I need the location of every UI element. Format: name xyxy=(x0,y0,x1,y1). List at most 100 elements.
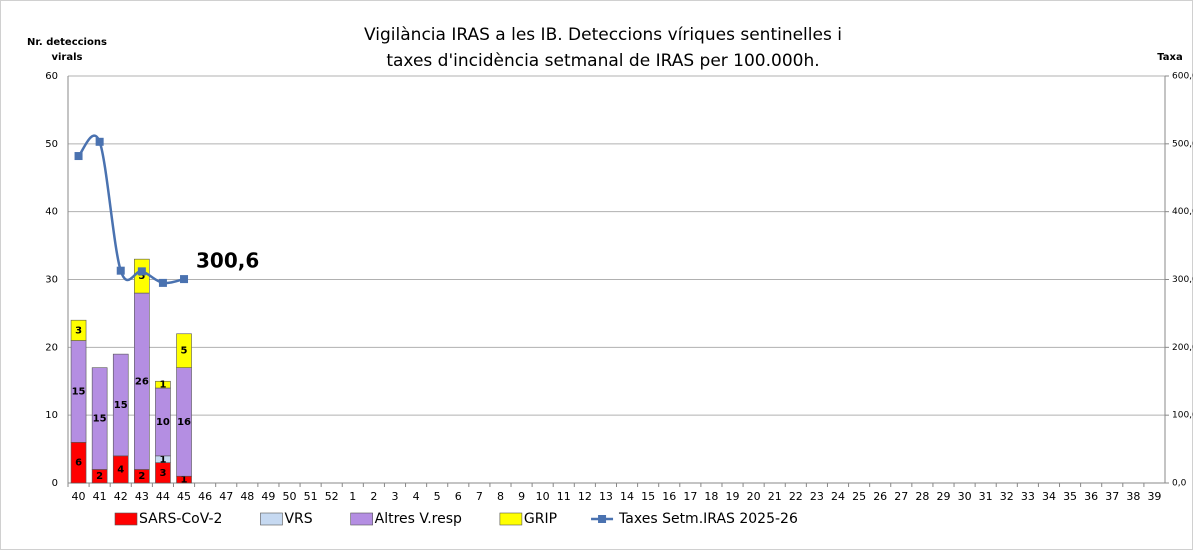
x-tick-label: 34 xyxy=(1042,490,1056,503)
x-tick-label: 15 xyxy=(641,490,655,503)
bar-segment xyxy=(176,333,192,368)
legend-swatch xyxy=(598,515,607,523)
data-label: 1 xyxy=(181,475,188,486)
legend-label: Taxes Setm.IRAS 2025-26 xyxy=(618,511,798,527)
x-tick-label: 12 xyxy=(578,490,592,503)
x-tick-label: 38 xyxy=(1126,490,1140,503)
data-label: 3 xyxy=(75,325,82,336)
x-tick-label: 50 xyxy=(283,490,297,503)
data-label: 1 xyxy=(159,380,166,391)
x-tick-label: 1 xyxy=(349,490,356,503)
x-tick-label: 41 xyxy=(93,490,107,503)
x-tick-label: 52 xyxy=(325,490,339,503)
line-marker xyxy=(137,267,146,276)
legend-label: SARS-CoV-2 xyxy=(139,511,222,527)
x-tick-label: 45 xyxy=(177,490,191,503)
legend-swatch xyxy=(499,512,523,526)
x-tick-label: 39 xyxy=(1147,490,1161,503)
x-tick-label: 27 xyxy=(894,490,908,503)
y-tick-label: 20 xyxy=(45,342,58,353)
x-tick-label: 44 xyxy=(156,490,170,503)
line-marker xyxy=(95,137,104,146)
x-tick-label: 47 xyxy=(219,490,233,503)
legend-swatch xyxy=(350,512,373,526)
legend-swatch xyxy=(260,512,283,526)
y2-tick-label: 0,0 xyxy=(1172,479,1187,489)
data-label: 10 xyxy=(156,417,170,428)
data-label: 2 xyxy=(96,471,103,482)
y-axis-title: virals xyxy=(51,52,82,63)
x-tick-label: 22 xyxy=(789,490,803,503)
line-marker xyxy=(74,152,83,161)
x-tick-label: 26 xyxy=(873,490,887,503)
x-tick-label: 24 xyxy=(831,490,845,503)
x-tick-label: 2 xyxy=(370,490,377,503)
data-label: 26 xyxy=(135,376,149,387)
x-tick-label: 46 xyxy=(198,490,212,503)
x-tick-label: 29 xyxy=(936,490,950,503)
data-label: 5 xyxy=(181,346,188,357)
bar-segment xyxy=(112,353,129,457)
line-marker xyxy=(158,278,167,287)
x-tick-label: 5 xyxy=(434,490,441,503)
y2-tick-label: 200,0 xyxy=(1172,343,1193,353)
y2-tick-label: 500,0 xyxy=(1172,139,1193,149)
x-tick-label: 13 xyxy=(599,490,613,503)
data-label: 16 xyxy=(177,417,191,428)
bar-segment xyxy=(91,367,108,470)
data-label: 5 xyxy=(138,271,145,282)
x-tick-label: 35 xyxy=(1063,490,1077,503)
legend-label: VRS xyxy=(284,511,312,527)
legend-label: Altres V.resp xyxy=(375,511,462,527)
line-marker xyxy=(180,275,189,284)
line-marker xyxy=(116,266,125,275)
data-label: 1 xyxy=(159,454,166,465)
y-axis-title: Nr. deteccions xyxy=(27,37,107,48)
x-tick-label: 25 xyxy=(852,490,866,503)
x-tick-label: 11 xyxy=(557,490,571,503)
y2-tick-label: 400,0 xyxy=(1172,207,1193,217)
x-tick-label: 37 xyxy=(1105,490,1119,503)
x-tick-label: 14 xyxy=(620,490,634,503)
x-tick-label: 8 xyxy=(497,490,504,503)
x-tick-label: 19 xyxy=(726,490,740,503)
y-tick-label: 10 xyxy=(45,410,58,421)
data-label: 6 xyxy=(75,458,82,469)
x-tick-label: 30 xyxy=(958,490,972,503)
bar-segment xyxy=(155,380,171,389)
data-label: 300,6 xyxy=(196,249,259,273)
x-tick-label: 17 xyxy=(683,490,697,503)
bar-segment xyxy=(70,319,87,341)
y-tick-label: 30 xyxy=(45,275,58,286)
x-tick-label: 3 xyxy=(391,490,398,503)
data-label: 2 xyxy=(138,471,145,482)
y-tick-label: 60 xyxy=(45,71,58,82)
chart-title: Vigilància IRAS a les IB. Deteccions vír… xyxy=(364,25,842,45)
x-tick-label: 42 xyxy=(114,490,128,503)
x-tick-label: 7 xyxy=(476,490,483,503)
x-tick-label: 20 xyxy=(747,490,761,503)
chart-title: taxes d'incidència setmanal de IRAS per … xyxy=(386,51,819,71)
data-label: 3 xyxy=(159,468,166,479)
x-tick-label: 51 xyxy=(304,490,318,503)
y-tick-label: 50 xyxy=(45,139,58,150)
data-label: 15 xyxy=(72,386,86,397)
x-tick-label: 16 xyxy=(662,490,676,503)
x-tick-label: 33 xyxy=(1021,490,1035,503)
y2-axis-title: Taxa xyxy=(1157,52,1182,63)
data-label: 15 xyxy=(114,400,128,411)
legend-label: GRIP xyxy=(524,511,557,527)
x-tick-label: 23 xyxy=(810,490,824,503)
y-tick-label: 40 xyxy=(45,207,58,218)
x-tick-label: 6 xyxy=(455,490,462,503)
x-tick-label: 40 xyxy=(72,490,86,503)
x-tick-label: 49 xyxy=(261,490,275,503)
x-tick-label: 48 xyxy=(240,490,254,503)
y2-tick-label: 600,0 xyxy=(1172,72,1193,82)
x-tick-label: 4 xyxy=(413,490,420,503)
x-tick-label: 28 xyxy=(915,490,929,503)
x-tick-label: 21 xyxy=(768,490,782,503)
data-label: 15 xyxy=(93,414,107,425)
